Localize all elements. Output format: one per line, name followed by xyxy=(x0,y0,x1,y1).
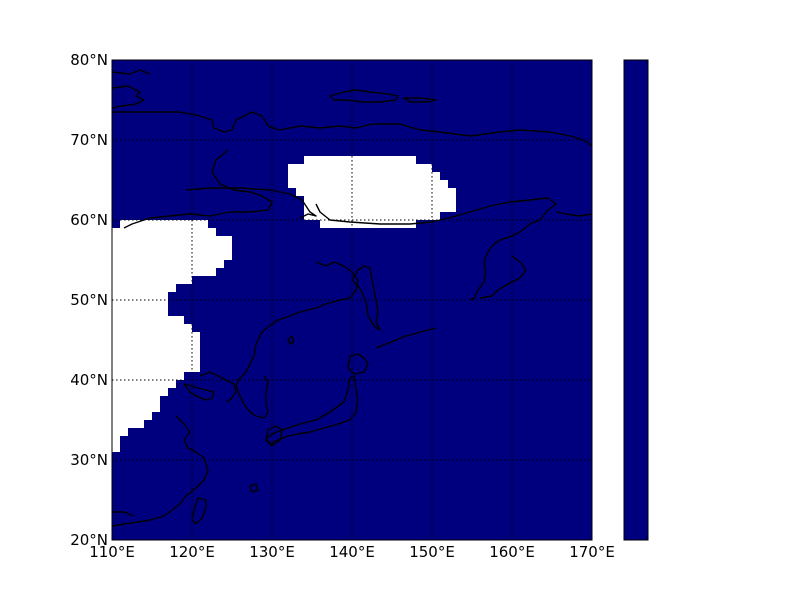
masked-region-okhotsk xyxy=(288,156,456,228)
coastline-siberia-north xyxy=(112,85,145,109)
lat-label-40: 40°N xyxy=(70,371,108,389)
coastline-korea-west xyxy=(199,371,237,403)
coastline-siberia-north-2 xyxy=(112,111,592,147)
coastline-hokkaido xyxy=(347,353,369,375)
lat-label-70: 70°N xyxy=(70,131,108,149)
coastline-ryukyu xyxy=(249,483,259,493)
coastline-kamchatka-tip xyxy=(479,255,527,299)
map-panel xyxy=(111,59,593,541)
coastline-china-east xyxy=(112,415,209,527)
coastline-hainan-approx xyxy=(112,511,135,517)
lon-label-120: 120°E xyxy=(169,543,215,561)
lon-label-140: 140°E xyxy=(329,543,375,561)
lon-labels: 110°E 120°E 130°E 140°E 150°E 160°E 170°… xyxy=(89,543,615,561)
colorbar-fill xyxy=(623,59,649,541)
coastline-kamchatka xyxy=(555,211,592,217)
lat-label-60: 60°N xyxy=(70,211,108,229)
coastline-honshu xyxy=(265,375,359,445)
lon-label-150: 150°E xyxy=(409,543,455,561)
coastline-korea xyxy=(235,323,273,419)
colorbar xyxy=(623,59,649,541)
lon-label-160: 160°E xyxy=(489,543,535,561)
lat-label-80: 80°N xyxy=(70,51,108,69)
coastline-wrangel xyxy=(112,69,151,75)
lon-label-110: 110°E xyxy=(89,543,135,561)
lat-label-20: 20°N xyxy=(70,531,108,549)
coastline-amur xyxy=(271,261,359,325)
coastline-taiwan xyxy=(191,497,207,525)
graticule xyxy=(112,60,592,540)
lat-labels: 20°N 30°N 40°N 50°N 60°N 70°N 80°N xyxy=(70,51,108,549)
map-frame xyxy=(111,59,593,541)
coastline-okhotsk-north xyxy=(315,197,557,301)
coastline-kolyma xyxy=(185,187,317,219)
masked-region-china xyxy=(112,220,232,452)
lat-label-50: 50°N xyxy=(70,291,108,309)
lon-label-170: 170°E xyxy=(569,543,615,561)
lat-label-30: 30°N xyxy=(70,451,108,469)
coastline-mainland-misc xyxy=(287,335,295,345)
coastline-yellow-sea xyxy=(183,383,215,401)
coastline-kyushu xyxy=(265,425,283,447)
coastline-taymyr-east xyxy=(123,149,273,229)
coastline-sakhalin xyxy=(351,265,381,331)
coastline-novaya-siberian xyxy=(329,89,399,103)
coastline-kurils xyxy=(375,327,437,349)
lon-label-130: 130°E xyxy=(249,543,295,561)
